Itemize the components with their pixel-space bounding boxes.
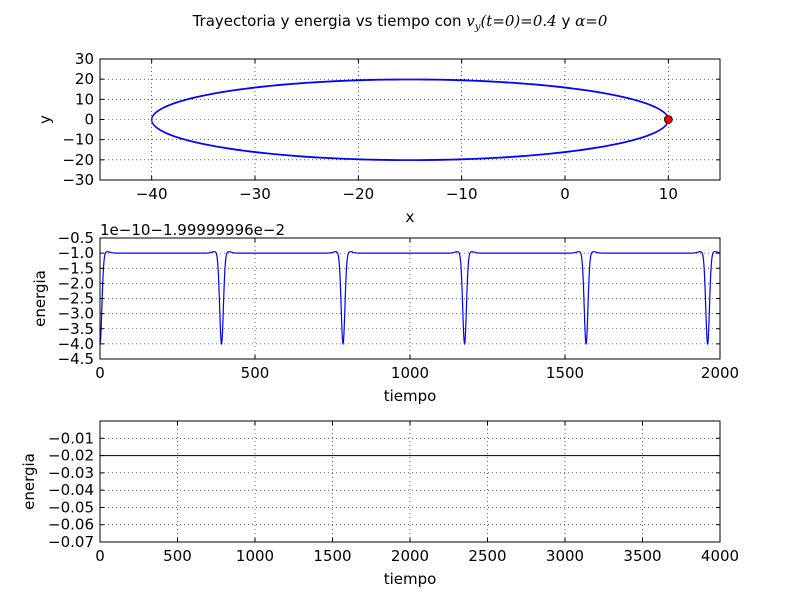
x-tick-label: 2500 [468, 547, 506, 565]
current-position-marker [663, 115, 673, 124]
x-tick-label: 3000 [546, 547, 584, 565]
y-tick-label: 10 [75, 90, 94, 108]
y-tick-label: 30 [75, 50, 94, 68]
y-tick-label: −3.5 [58, 320, 94, 338]
title-math-rest: (t=0)=0.4 [480, 12, 556, 30]
x-tick-label: 500 [163, 547, 192, 565]
y-tick-label: −4.5 [58, 350, 94, 368]
y-tick-label: −4.0 [58, 335, 94, 353]
y-tick-label: −0.07 [48, 533, 94, 551]
y-tick-label: −0.5 [58, 229, 94, 247]
y-tick-label: −0.04 [48, 481, 94, 499]
x-tick-label: 4000 [701, 547, 739, 565]
title-mid: y [557, 12, 575, 30]
title-prefix: Trayectoria y energia vs tiempo con [192, 12, 467, 30]
x-tick-label: 0 [95, 364, 105, 382]
x-tick-label: 1500 [313, 547, 351, 565]
y-tick-label: −10 [62, 131, 94, 149]
trajectory-axes: −40 −30 −20 −10 0 10 −30 −20 −10 0 10 20 30 x y [36, 50, 721, 226]
x-tick-label: 1000 [391, 364, 429, 382]
y-tick-label: −1.5 [58, 259, 94, 277]
y-tick-label: −2.0 [58, 274, 94, 292]
y-tick-label: −3.0 [58, 305, 94, 323]
y-tick-label: −1.0 [58, 244, 94, 262]
y-tick-label: −0.03 [48, 464, 94, 482]
trajectory-line-overlap [151, 79, 669, 162]
x-tick-label: −20 [343, 185, 375, 203]
title-math-alpha: α=0 [575, 12, 608, 30]
x-axis-label: x [406, 208, 415, 226]
y-tick-label: −0.01 [48, 429, 94, 447]
title-math-sub: y [474, 22, 481, 33]
x-tick-label: 3500 [623, 547, 661, 565]
x-tick-label: 2000 [391, 547, 429, 565]
energy-full-axes: 0 500 1000 1500 2000 2500 3000 3500 4000−0.07−0.… [20, 420, 739, 588]
energy-zoom-axes: 0 500 1000 1500 2000 −4.5−4.0−3.5−3.0−2.5−2.0… [31, 221, 739, 405]
x-axis-label: tiempo [384, 570, 437, 588]
y-tick-label: −0.06 [48, 516, 94, 534]
x-tick-label: −40 [136, 185, 168, 203]
x-tick-label: −30 [239, 185, 271, 203]
title-math-v: v [466, 12, 475, 30]
x-tick-label: −10 [446, 185, 478, 203]
x-tick-label: 10 [659, 185, 678, 203]
y-axis-label: y [36, 115, 54, 124]
figure-title: Trayectoria y energia vs tiempo con vy(t… [192, 12, 608, 33]
x-tick-label: 1500 [546, 364, 584, 382]
y-axis-label: energia [31, 270, 49, 327]
x-tick-label: 2000 [701, 364, 739, 382]
x-tick-label: 0 [95, 547, 105, 565]
y-tick-label: −20 [62, 151, 94, 169]
x-axis-label: tiempo [384, 387, 437, 405]
y-tick-label: −2.5 [58, 290, 94, 308]
y-tick-label: 20 [75, 70, 94, 88]
energy-zoom-line [99, 251, 721, 346]
y-tick-label: −30 [62, 171, 94, 189]
x-tick-label: 500 [241, 364, 270, 382]
y-tick-label: 0 [84, 111, 94, 129]
x-tick-label: 1000 [236, 547, 274, 565]
axis-offset-text: 1e−10−1.99999996e−2 [100, 221, 285, 239]
x-tick-label: 0 [560, 185, 570, 203]
y-tick-label: −0.02 [48, 447, 94, 465]
y-axis-label: energia [20, 453, 38, 510]
y-tick-label: −0.05 [48, 498, 94, 516]
